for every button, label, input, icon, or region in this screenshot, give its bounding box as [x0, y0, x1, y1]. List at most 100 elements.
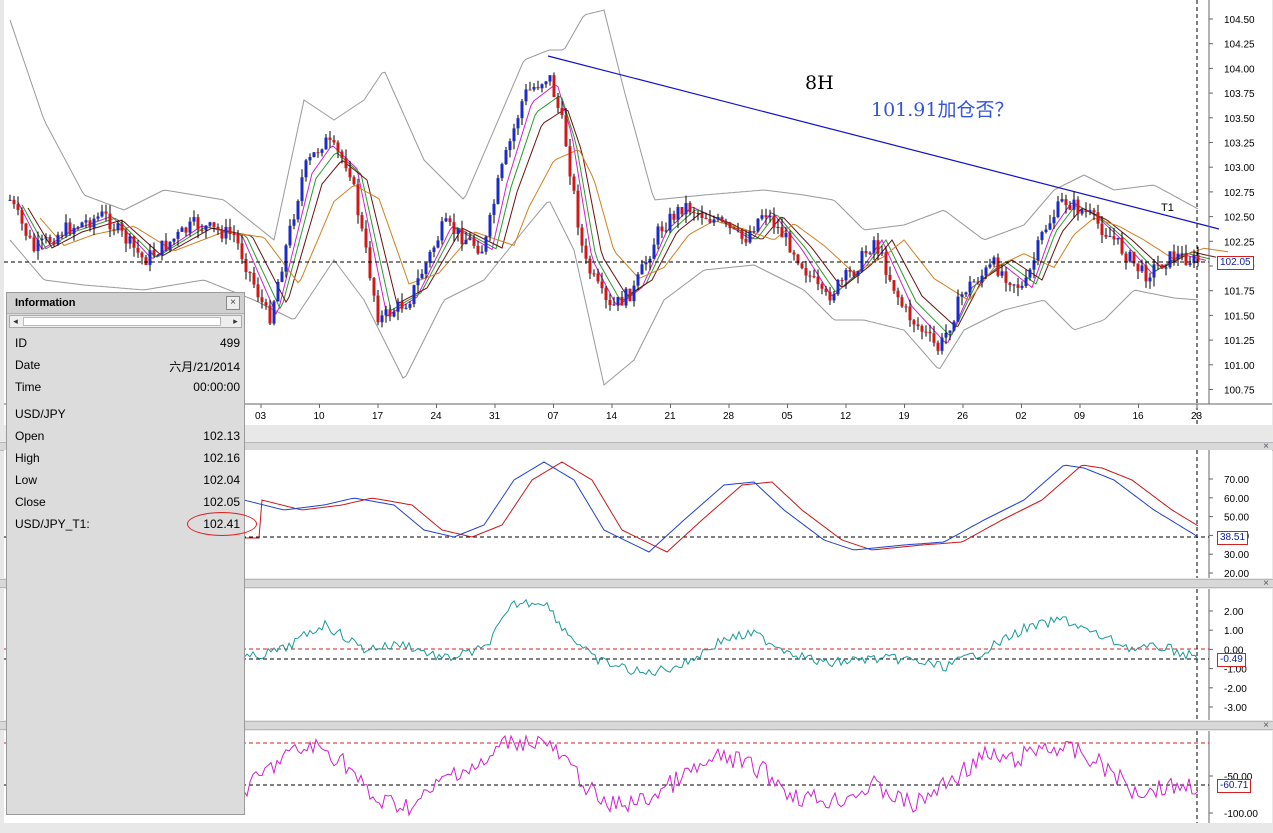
candle-body — [920, 326, 924, 332]
candle-body — [324, 137, 328, 150]
williams-chart[interactable]: -50.00 -100.00 — [4, 731, 1272, 823]
candle-body — [412, 285, 416, 305]
candle-body — [1108, 236, 1112, 238]
price-tick-label: 103.75 — [1224, 89, 1255, 100]
candle-body — [572, 176, 576, 191]
candle-body — [724, 221, 728, 223]
candle-body — [200, 229, 204, 231]
candle-body — [720, 217, 724, 222]
candle-body — [272, 301, 276, 324]
candle-body — [844, 270, 848, 281]
candle-body — [1148, 277, 1152, 282]
candle-body — [696, 212, 700, 214]
info-row-high: High 102.16 — [15, 451, 240, 465]
pane-separator[interactable]: × — [0, 720, 1273, 731]
williams-axis-ticks: -50.00 -100.00 — [1209, 772, 1258, 820]
close-pane-icon[interactable]: × — [1263, 441, 1269, 452]
candle-body — [992, 257, 996, 265]
time-tick-label: 03 — [255, 411, 267, 422]
time-tick-label: 23 — [1191, 411, 1203, 422]
oscillator-tick-label: 1.00 — [1224, 626, 1244, 637]
candle-body — [848, 270, 852, 272]
info-horizontal-scrollbar[interactable]: ◂ ⦙ ▸ — [9, 315, 242, 328]
candle-body — [752, 231, 756, 233]
oscillator-chart[interactable]: 2.00 1.00 0.00 -1.00 -2.00 -3.00 — [4, 589, 1272, 720]
time-tick-label: 26 — [957, 411, 969, 422]
candle-body — [924, 331, 928, 333]
candle-body — [1136, 263, 1140, 272]
candle-body — [84, 220, 88, 223]
candle-body — [308, 157, 312, 161]
close-icon[interactable]: × — [226, 296, 240, 310]
time-tick-label: 28 — [723, 411, 735, 422]
candle-body — [836, 279, 840, 295]
candle-body — [364, 228, 368, 248]
candle-body — [824, 288, 828, 292]
candle-body — [1160, 264, 1164, 269]
time-tick-label: 02 — [1016, 411, 1028, 422]
time-tick-label: 21 — [665, 411, 677, 422]
candle-body — [668, 213, 672, 231]
candle-body — [280, 271, 284, 282]
candle-body — [352, 177, 356, 185]
scroll-thumb[interactable] — [23, 317, 221, 326]
candle-body — [672, 213, 676, 220]
trendline-t1 — [547, 55, 1220, 230]
candle-body — [540, 84, 544, 89]
candle-body — [448, 218, 452, 223]
candle-body — [260, 297, 264, 303]
candle-body — [144, 257, 148, 265]
candle-body — [1024, 277, 1028, 286]
candle-body — [96, 216, 100, 219]
candle-body — [1092, 210, 1096, 213]
information-window[interactable]: Information × ◂ ⦙ ▸ ID 499 Date 六月/21/2014… — [6, 292, 257, 815]
candle-body — [680, 206, 684, 215]
candlesticks — [8, 72, 1200, 355]
candle-body — [912, 320, 916, 325]
candle-body — [1016, 284, 1020, 288]
price-tick-label: 102.25 — [1224, 237, 1255, 248]
candle-body — [768, 215, 772, 218]
candle-body — [860, 251, 864, 272]
candle-body — [928, 331, 932, 334]
candle-body — [304, 160, 308, 178]
stoch-value-badge: 38.51 — [1217, 531, 1249, 545]
info-row-symbol: USD/JPY — [15, 407, 66, 421]
candle-body — [704, 218, 708, 220]
close-pane-icon[interactable]: × — [1263, 578, 1269, 589]
oscillator-tick-label: 0.00 — [1224, 645, 1244, 656]
candle-body — [460, 228, 464, 245]
candle-body — [956, 296, 960, 322]
candle-body — [44, 237, 48, 239]
candle-body — [1056, 201, 1060, 218]
candle-body — [1084, 210, 1088, 213]
pane-separator[interactable]: × — [0, 578, 1273, 589]
candle-body — [112, 229, 116, 231]
candle-body — [796, 254, 800, 264]
candle-body — [296, 200, 300, 220]
candle-body — [416, 278, 420, 286]
candle-body — [744, 238, 748, 243]
candle-body — [216, 226, 220, 231]
candle-body — [832, 294, 836, 301]
candle-body — [1128, 251, 1132, 262]
candle-body — [872, 240, 876, 253]
stoch-tick-label: 50.00 — [1224, 513, 1249, 524]
candle-body — [756, 218, 760, 232]
candle-body — [40, 238, 44, 241]
candle-body — [520, 101, 524, 119]
scroll-left-icon[interactable]: ◂ — [13, 316, 18, 326]
bollinger-upper-band — [9, 9, 1199, 241]
candle-body — [316, 152, 320, 154]
price-tick-label: 104.25 — [1224, 40, 1255, 51]
price-tick-label: 102.50 — [1224, 213, 1255, 224]
candle-body — [556, 96, 560, 108]
close-pane-icon[interactable]: × — [1263, 720, 1269, 731]
candle-body — [808, 275, 812, 277]
info-titlebar[interactable]: Information × — [7, 293, 244, 314]
candle-body — [140, 252, 144, 258]
candle-body — [480, 251, 484, 254]
scroll-right-icon[interactable]: ▸ — [233, 316, 238, 326]
time-tick-label: 24 — [431, 411, 443, 422]
